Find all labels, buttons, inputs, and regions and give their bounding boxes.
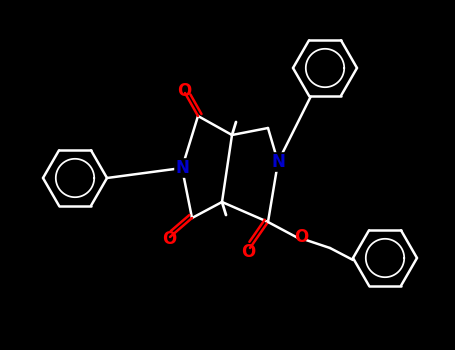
Text: N: N: [175, 159, 189, 177]
Text: O: O: [162, 230, 176, 248]
Text: O: O: [294, 228, 308, 246]
Text: N: N: [271, 153, 285, 171]
Text: O: O: [241, 243, 255, 261]
Text: O: O: [177, 82, 191, 100]
